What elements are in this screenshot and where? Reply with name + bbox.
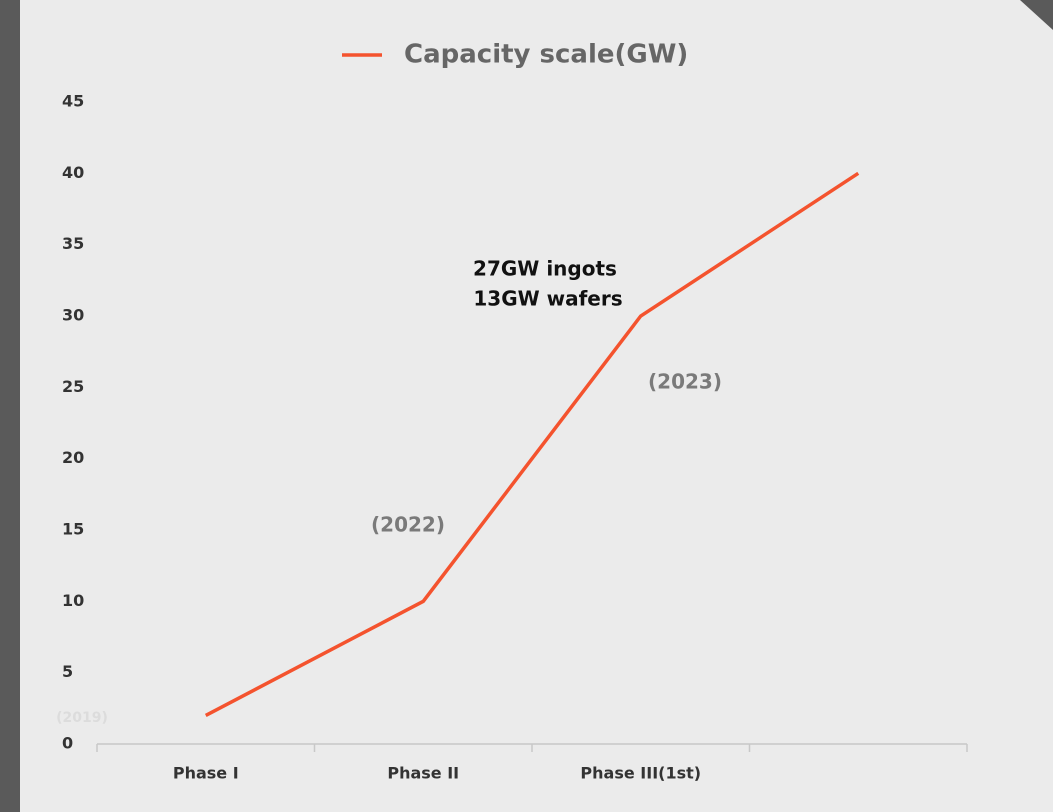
panel: [20, 0, 1053, 812]
y-tick-label: 45: [62, 92, 84, 111]
annotation: (2023): [648, 370, 722, 394]
y-tick-label: 5: [62, 662, 73, 681]
y-tick-label: 15: [62, 520, 84, 539]
legend-label: Capacity scale(GW): [404, 40, 688, 70]
x-tick-label: Phase III(1st): [580, 764, 701, 783]
y-tick-label: 40: [62, 163, 84, 182]
y-tick-label: 35: [62, 234, 84, 253]
y-tick-label: 30: [62, 306, 84, 325]
annotation: 13GW wafers: [473, 287, 622, 311]
x-tick-label: Phase I: [173, 764, 239, 783]
y-tick-label: 20: [62, 448, 84, 467]
chart: 0 5 10 15 20 25 30 35 40 45 Phase I Phase II Phase I…: [0, 0, 1053, 812]
y-tick-label: 10: [62, 591, 84, 610]
annotation: (2022): [371, 513, 445, 537]
page: {"chart_data": {"type": "line", "categor…: [0, 0, 1053, 812]
y-tick-label: 0: [62, 734, 73, 753]
annotation: 27GW ingots: [473, 257, 617, 281]
annotation: (2019): [56, 710, 108, 726]
y-tick-label: 25: [62, 377, 84, 396]
x-tick-label: Phase II: [387, 764, 459, 783]
